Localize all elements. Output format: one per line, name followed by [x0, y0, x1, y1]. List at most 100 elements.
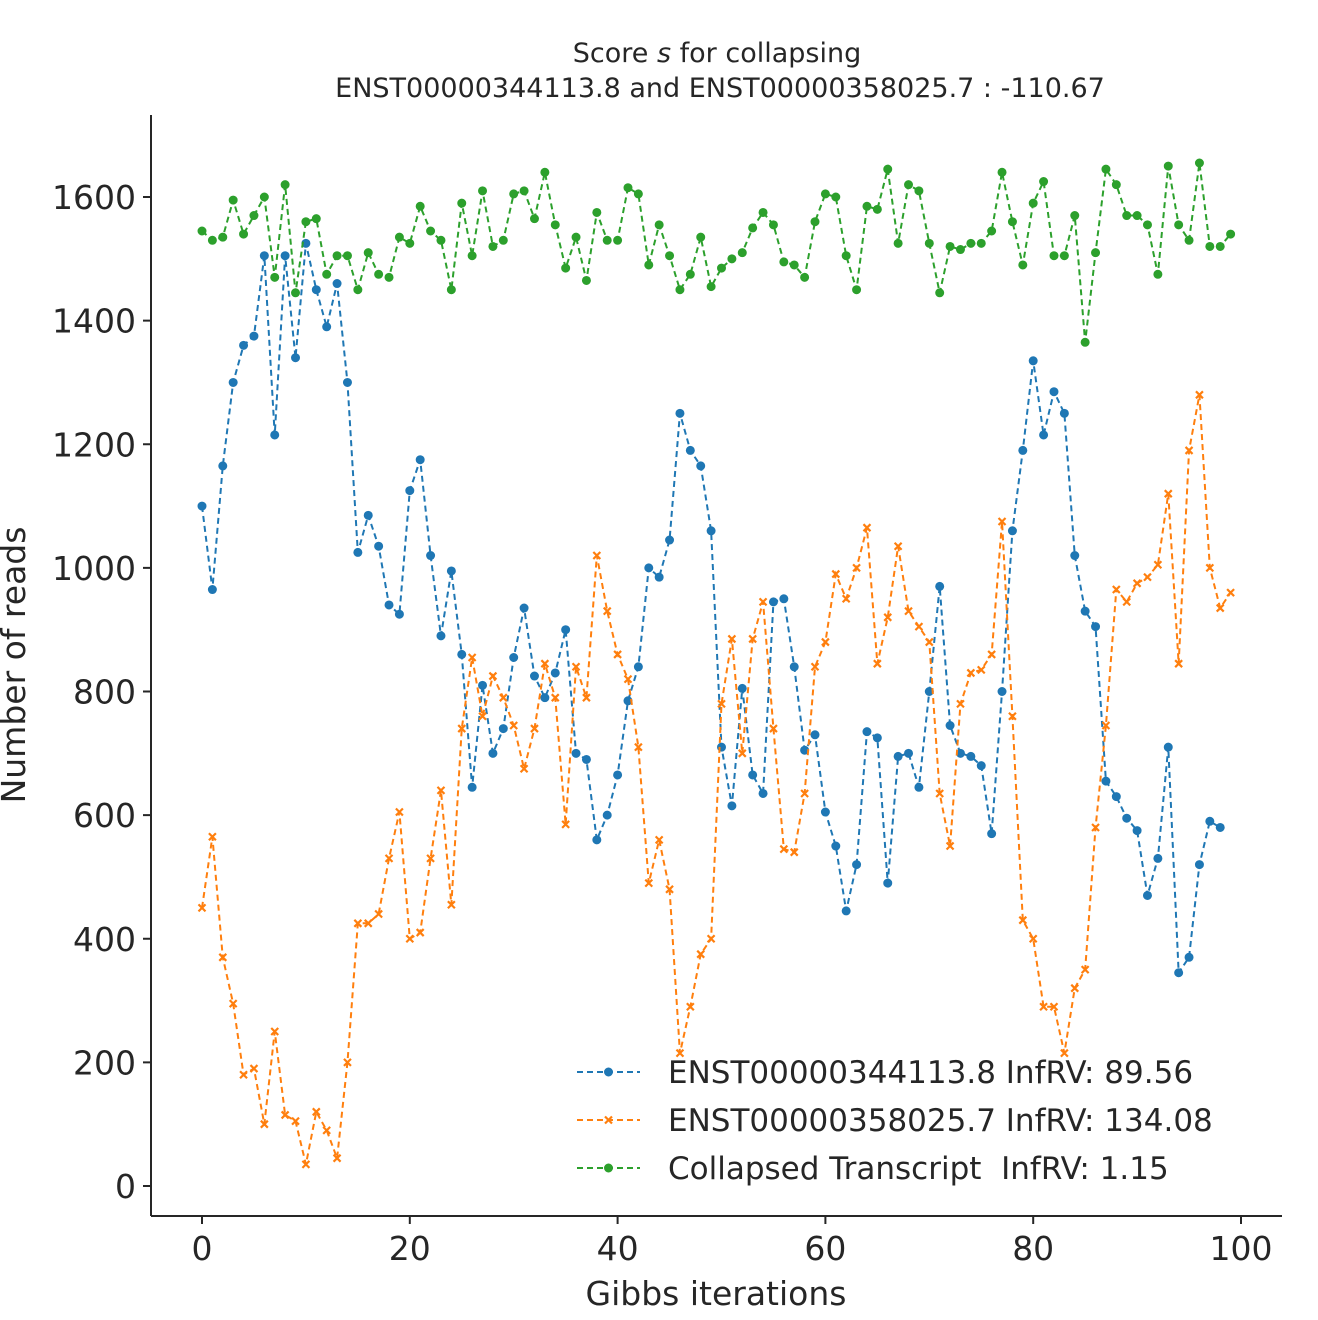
series-2-point-90	[1132, 211, 1142, 221]
chart-title-line-2: ENST00000344113.8 and ENST00000358025.7 …	[335, 73, 1105, 104]
series-0-point-53	[748, 770, 758, 780]
series-1-point-69	[914, 622, 924, 631]
series-1-point-78	[1008, 711, 1017, 721]
series-0-point-21	[415, 455, 425, 465]
series-0-point-46	[675, 408, 685, 418]
series-0-point-56	[779, 594, 789, 604]
series-line-2	[201, 162, 1232, 343]
series-2-point-72	[945, 241, 955, 251]
series-1-point-26	[467, 653, 477, 662]
series-2-point-96	[1194, 158, 1204, 168]
series-2-point-20	[405, 238, 415, 248]
series-2-point-32	[529, 214, 539, 224]
series-1-point-4	[239, 1070, 248, 1080]
series-1-point-23	[436, 786, 446, 795]
series-0-point-88	[1111, 792, 1121, 802]
x-axis-ticks: 0 20 40 60 80 100	[192, 1216, 1273, 1268]
series-0-point-71	[935, 581, 945, 591]
series-2-point-62	[841, 251, 851, 261]
series-0-point-94	[1174, 968, 1184, 978]
series-2-point-4	[239, 229, 249, 239]
series-0-point-25	[457, 649, 467, 659]
series-1-point-51	[727, 634, 737, 644]
series-1-point-68	[904, 606, 913, 616]
series-2-point-87	[1101, 164, 1111, 174]
series-0-point-72	[945, 720, 955, 730]
series-0-point-64	[862, 727, 872, 737]
series-2-point-39	[602, 235, 612, 245]
series-0-point-67	[893, 751, 903, 761]
series-1-point-40	[613, 650, 622, 659]
x-tick-label-40: 40	[597, 1229, 639, 1268]
series-2-point-76	[987, 226, 997, 236]
series-2-point-15	[353, 285, 363, 295]
series-2-point-6	[259, 192, 269, 202]
legend-label-2: Collapsed Transcript InfRV: 1.15	[668, 1151, 1169, 1187]
series-2-point-44	[654, 220, 664, 230]
series-2-point-38	[592, 207, 602, 217]
series-1-point-67	[893, 541, 903, 551]
series-0-point-75	[976, 761, 986, 771]
series-1-point-88	[1112, 585, 1121, 594]
series-0-point-59	[810, 730, 820, 740]
series-0-point-24	[446, 566, 456, 576]
y-tick-label-1400: 1400	[52, 302, 136, 341]
series-1-point-52	[738, 749, 747, 758]
series-1-point-72	[945, 841, 955, 851]
series-0-point-91	[1142, 890, 1152, 900]
series-0-point-0	[197, 501, 207, 511]
y-tick-label-0: 0	[115, 1167, 136, 1206]
series-1-point-12	[322, 1126, 331, 1135]
series-2-point-59	[810, 217, 820, 227]
series-2-point-13	[332, 251, 342, 261]
series-2-point-95	[1184, 235, 1194, 245]
series-0-point-37	[581, 754, 591, 764]
series-2-point-68	[904, 180, 914, 190]
series-0-point-22	[426, 551, 436, 561]
series-1-point-56	[779, 844, 789, 854]
series-2-point-24	[446, 285, 456, 295]
series-1-point-16	[363, 919, 373, 928]
series-0-point-86	[1091, 622, 1101, 632]
series-1-point-93	[1163, 489, 1173, 498]
series-2-point-66	[883, 164, 893, 174]
series-1-point-96	[1195, 390, 1204, 400]
series-0-point-45	[665, 535, 675, 545]
series-1-point-39	[602, 606, 612, 616]
series-0-point-15	[353, 547, 363, 557]
series-0-point-39	[602, 810, 612, 820]
series-1-point-43	[644, 878, 654, 888]
series-2-point-8	[280, 180, 290, 190]
series-2	[197, 158, 1236, 347]
series-1-point-44	[654, 835, 664, 845]
series-1-point-61	[831, 569, 841, 579]
series-0-point-60	[820, 807, 830, 817]
series-2-point-71	[935, 288, 945, 298]
series-2-point-77	[997, 167, 1007, 177]
series-1-point-54	[758, 597, 768, 607]
series-1-point-42	[634, 742, 643, 752]
series-2-point-26	[467, 251, 477, 261]
series-0-point-12	[322, 322, 332, 332]
series-2-point-31	[519, 186, 529, 196]
series-2-point-27	[478, 186, 488, 196]
series-1-point-62	[841, 594, 851, 604]
series-1-point-2	[218, 953, 228, 962]
series-2-point-1	[207, 235, 217, 245]
series-0-point-32	[529, 671, 539, 681]
series-0-point-11	[311, 285, 321, 295]
series-1-point-8	[280, 1110, 290, 1120]
series-2-point-22	[426, 226, 436, 236]
series-0-point-81	[1039, 430, 1049, 440]
series-2-point-47	[685, 269, 695, 279]
series-0-point-9	[291, 353, 301, 363]
series-0-point-89	[1122, 813, 1132, 823]
y-tick-label-1600: 1600	[52, 178, 136, 217]
series-2-point-53	[748, 223, 758, 233]
series-0-point-79	[1018, 445, 1028, 455]
series-2-point-17	[374, 269, 384, 279]
series-0-point-4	[239, 340, 249, 350]
x-tick-label-100: 100	[1210, 1229, 1273, 1268]
series-0-point-74	[966, 751, 976, 761]
series-1-point-14	[343, 1058, 352, 1067]
